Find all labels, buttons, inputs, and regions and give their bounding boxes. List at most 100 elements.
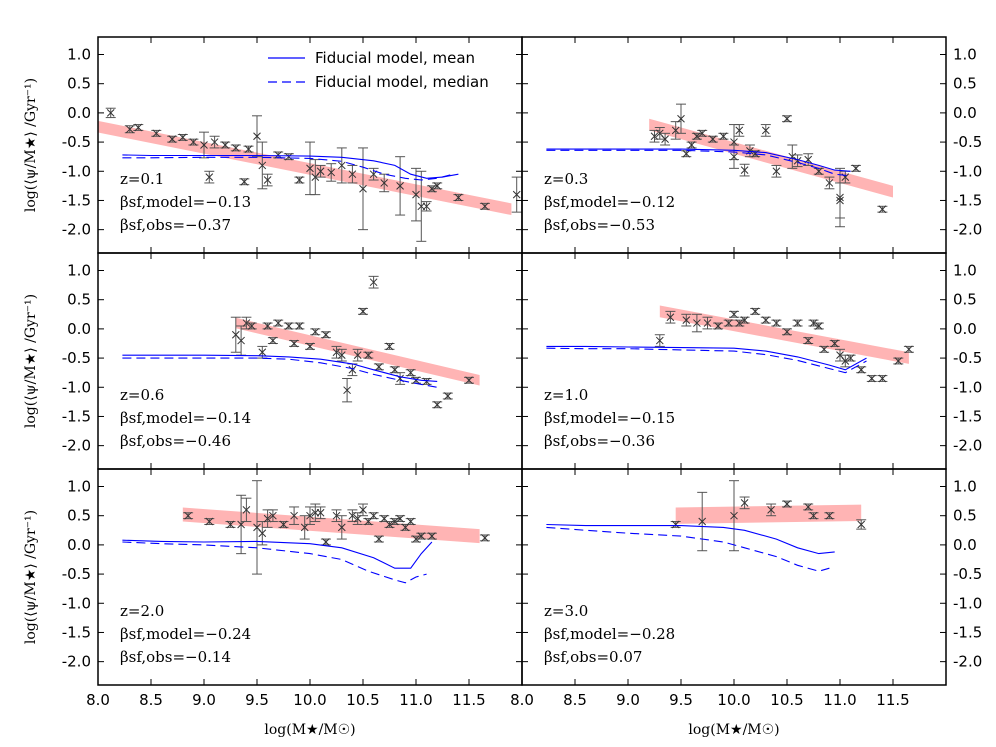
y-tick-label: -2.0 (62, 653, 91, 671)
obs-point (358, 147, 368, 231)
panels: 1.0 0.5 0.0 -0.5 -1.0 -1.5 -2.0 z=0.1 βsf,model=… (23, 36, 982, 709)
obs-marker (693, 319, 701, 327)
obs-point (310, 327, 321, 336)
obs-point (183, 511, 194, 520)
obs-marker (751, 307, 760, 316)
obs-marker (380, 514, 389, 523)
obs-point (320, 330, 331, 339)
obs-marker (852, 164, 860, 173)
obs-marker (783, 114, 791, 123)
model-mean-line (546, 523, 835, 555)
x-tick-label: 8.5 (563, 691, 587, 709)
obs-point (670, 121, 681, 140)
obs-marker (406, 368, 415, 377)
obs-marker (125, 125, 134, 134)
obs-point (713, 322, 724, 330)
obs-point (289, 339, 300, 348)
obs-point (670, 520, 681, 529)
obs-marker (671, 520, 680, 529)
obs-marker (364, 351, 373, 360)
obs-point (803, 336, 814, 345)
obs-marker (740, 166, 749, 174)
obs-marker (258, 161, 267, 170)
panel-3: 1.0 0.5 0.0 -0.5 -1.0 -1.5 -2.0 z=0.6 βsf,model=… (23, 252, 523, 470)
obs-point (283, 322, 294, 330)
obs-point (320, 538, 331, 546)
obs-point (464, 376, 474, 385)
y-tick-label: 1.0 (67, 262, 91, 280)
obs-marker (857, 520, 866, 529)
model-mean-line (122, 539, 433, 569)
obs-point (267, 336, 278, 345)
obs-marker (311, 327, 320, 336)
redshift-label: z=3.0 (544, 602, 588, 620)
y-tick-label: -1.0 (62, 378, 91, 396)
obs-marker (481, 202, 489, 211)
obs-marker (152, 129, 161, 138)
beta-model-label: βsf,model=−0.15 (544, 409, 675, 427)
obs-point (105, 107, 116, 119)
obs-point (453, 193, 464, 202)
obs-marker (284, 322, 293, 330)
obs-point (347, 164, 358, 184)
obs-point (824, 176, 835, 190)
obs-point (257, 141, 268, 190)
obs-point (347, 509, 358, 523)
obs-marker (735, 319, 744, 327)
x-tick-label: 9.0 (616, 691, 640, 709)
obs-point (262, 322, 273, 330)
y-tick-label: 1.0 (953, 262, 977, 280)
obs-point (209, 135, 220, 149)
model-median-line (122, 541, 427, 584)
obs-point (426, 532, 437, 540)
obs-marker (375, 362, 383, 371)
obs-point (243, 145, 254, 153)
obs-point (782, 114, 792, 123)
obs-marker (650, 132, 659, 141)
obs-marker (857, 365, 866, 374)
y-tick-label: -2.0 (62, 437, 91, 455)
obs-point (819, 345, 830, 354)
panel-5: 8.0 8.5 9.0 9.5 10.0 10.5 11.0 11.5 1.0 0.5 0.0 -0.… (23, 468, 523, 709)
obs-marker (894, 357, 903, 365)
obs-point (654, 126, 665, 140)
obs-point (262, 173, 273, 187)
obs-point (124, 125, 135, 134)
obs-marker (240, 177, 249, 186)
obs-marker (332, 511, 341, 520)
obs-marker (740, 316, 749, 324)
obs-marker (730, 511, 738, 520)
obs-marker (809, 511, 818, 520)
y-tick-label: -1.5 (953, 191, 982, 209)
obs-marker (481, 534, 489, 542)
obs-marker (677, 114, 685, 123)
y-tick-label: -1.0 (62, 594, 91, 612)
obs-point (236, 494, 247, 555)
obs-point (305, 141, 315, 196)
obs-point (331, 345, 342, 359)
obs-point (395, 514, 406, 523)
obs-point (856, 519, 867, 530)
obs-marker (253, 132, 261, 141)
beta-model-label: βsf,model=−0.28 (544, 625, 675, 643)
obs-marker (359, 184, 367, 193)
obs-point (734, 319, 745, 327)
y-tick-label: -1.5 (953, 623, 982, 641)
obs-marker (390, 365, 399, 374)
obs-point (782, 327, 792, 336)
obs-point (204, 170, 215, 184)
obs-marker (867, 374, 876, 383)
obs-point (363, 351, 374, 360)
obs-point (760, 124, 771, 137)
obs-point (151, 129, 162, 138)
panel-plot-area (546, 103, 893, 228)
obs-point (850, 164, 861, 173)
obs-marker (274, 319, 283, 327)
redshift-label: z=0.1 (120, 170, 164, 188)
obs-point (225, 520, 236, 529)
obs-point (252, 115, 262, 158)
x-tick-label: 9.5 (669, 691, 693, 709)
x-tick-label: 8.0 (510, 691, 534, 709)
panel-plot-area (98, 107, 522, 242)
obs-point (877, 205, 888, 214)
